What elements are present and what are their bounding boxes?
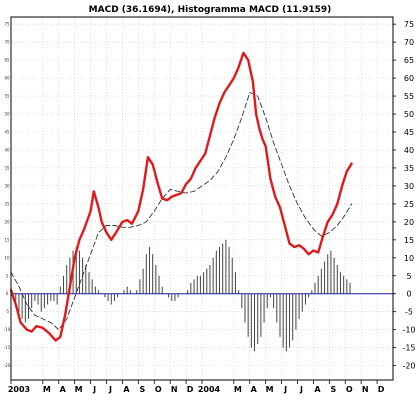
- y-tick-label-left: 15: [4, 237, 10, 242]
- y-tick-label: -15: [402, 344, 415, 353]
- y-tick-label-left: 75: [4, 22, 10, 27]
- y-tick-label-left: 10: [4, 255, 10, 260]
- y-tick-label-left: -10: [4, 327, 11, 332]
- x-tick-label: S: [330, 385, 336, 394]
- x-tick-label: M: [234, 385, 242, 394]
- y-tick-label-left: 35: [4, 165, 10, 170]
- y-tick-label-left: -5: [5, 309, 9, 314]
- x-tick-label: O: [346, 385, 353, 394]
- x-tick-label: M: [43, 385, 51, 394]
- y-tick-label: 45: [404, 128, 414, 137]
- x-axis: 2003 M A M J J A S O N D 2004 M A M J J A S O N D: [8, 380, 385, 394]
- y-tick-label-left: -20: [4, 363, 11, 368]
- y-tick-label: 75: [404, 20, 414, 29]
- x-tick-label: D: [378, 385, 385, 394]
- y-tick-label: 0: [406, 290, 411, 299]
- grid: [10, 17, 393, 380]
- y-tick-label: -10: [402, 326, 415, 335]
- x-tick-label: 2003: [8, 385, 30, 394]
- y-tick-label-left: 30: [4, 183, 10, 188]
- y-tick-label: 25: [404, 200, 414, 209]
- histogram-bars: [15, 239, 351, 352]
- x-tick-label: J: [283, 385, 287, 394]
- x-tick-label: M: [266, 385, 274, 394]
- x-tick-label: A: [123, 385, 130, 394]
- y-tick-label-left: 50: [4, 112, 10, 117]
- x-tick-label: N: [171, 385, 178, 394]
- y-tick-label: 70: [404, 38, 414, 47]
- y-tick-label-left: 60: [4, 76, 10, 81]
- y-tick-label: -5: [405, 308, 413, 317]
- x-tick-label: J: [299, 385, 303, 394]
- x-tick-label: A: [251, 385, 258, 394]
- y-tick-label: 15: [404, 236, 414, 245]
- y-tick-label-left: 70: [4, 40, 10, 45]
- x-tick-label: J: [92, 385, 96, 394]
- y-tick-label: 55: [404, 92, 414, 101]
- x-tick-label: 2004: [198, 385, 221, 394]
- x-tick-label: A: [60, 385, 67, 394]
- y-tick-label-left: 0: [6, 291, 9, 296]
- x-tick-label: S: [139, 385, 145, 394]
- signal-line: [10, 92, 353, 331]
- y-tick-label-left: 5: [6, 273, 9, 278]
- y-tick-label-left: 45: [4, 130, 10, 135]
- y-tick-label: 20: [404, 218, 414, 227]
- x-tick-label: D: [187, 385, 194, 394]
- x-tick-label: A: [314, 385, 321, 394]
- y-tick-label-left: 55: [4, 94, 10, 99]
- chart-title: MACD (36.1694), Histogramma MACD (11.915…: [89, 5, 332, 15]
- y-tick-label: 35: [404, 164, 414, 173]
- y-axis: -20-20-15-15-10-10-5-5005510101515202025…: [4, 20, 416, 370]
- y-tick-label-left: 40: [4, 147, 10, 152]
- y-tick-label: 65: [404, 56, 414, 65]
- y-tick-label-left: 20: [4, 219, 10, 224]
- x-tick-label: N: [362, 385, 369, 394]
- x-tick-label: O: [155, 385, 162, 394]
- y-tick-label: 50: [404, 110, 414, 119]
- y-tick-label: 10: [404, 254, 414, 263]
- x-tick-label: M: [75, 385, 83, 394]
- y-tick-label: 60: [404, 74, 414, 83]
- macd-line: [9, 51, 353, 342]
- y-tick-label: 30: [404, 182, 414, 191]
- y-tick-label-left: 65: [4, 58, 10, 63]
- y-tick-label: 40: [404, 146, 414, 155]
- series-lines: [9, 51, 353, 342]
- x-tick-label: J: [108, 385, 112, 394]
- y-tick-label-left: 25: [4, 201, 10, 206]
- y-tick-label: 5: [406, 272, 411, 281]
- y-tick-label-left: -15: [4, 345, 11, 350]
- y-tick-label: -20: [402, 362, 415, 371]
